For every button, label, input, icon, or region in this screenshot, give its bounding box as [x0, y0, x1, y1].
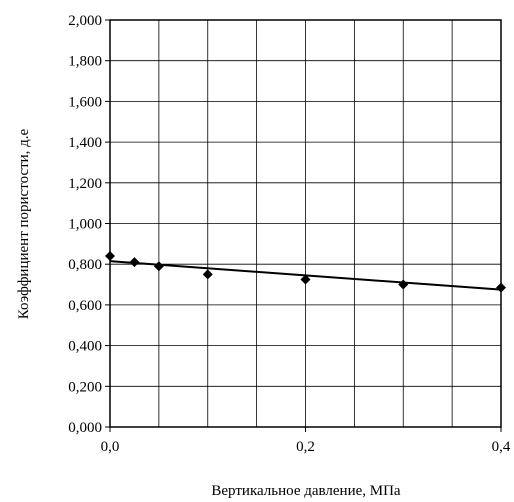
y-tick-label: 1,200: [68, 176, 102, 192]
y-axis-label: Коэффициент пористости, д.е: [16, 128, 32, 319]
x-tick-label: 0,4: [492, 439, 511, 455]
data-point-marker: [105, 251, 115, 262]
y-tick-label: 0,200: [68, 379, 102, 395]
y-tick-label: 0,000: [68, 420, 102, 436]
y-tick-label: 2,000: [68, 13, 102, 29]
y-axis-ticks: 0,000 0,200 0,400 0,600 0,800 1,000 1,200 1,400…: [68, 13, 110, 436]
x-axis-ticks: 0,0 0,2 0,4: [101, 427, 511, 455]
data-point-marker: [300, 274, 311, 285]
y-tick-label: 0,600: [68, 298, 102, 314]
data-point-marker: [129, 257, 140, 268]
data-point-marker: [153, 261, 164, 272]
y-tick-label: 1,400: [68, 135, 102, 151]
y-tick-label: 1,600: [68, 94, 102, 110]
data-point-marker: [202, 269, 213, 280]
y-tick-label: 1,000: [68, 217, 102, 233]
y-tick-label: 1,800: [68, 54, 102, 70]
x-axis-label: Вертикальное давление, МПа: [211, 483, 401, 499]
y-tick-label: 0,800: [68, 257, 102, 273]
y-tick-label: 0,400: [68, 339, 102, 355]
x-tick-label: 0,2: [296, 439, 315, 455]
data-point-marker: [496, 282, 506, 293]
data-points: [105, 251, 506, 293]
x-tick-label: 0,0: [101, 439, 120, 455]
data-point-marker: [398, 279, 409, 290]
